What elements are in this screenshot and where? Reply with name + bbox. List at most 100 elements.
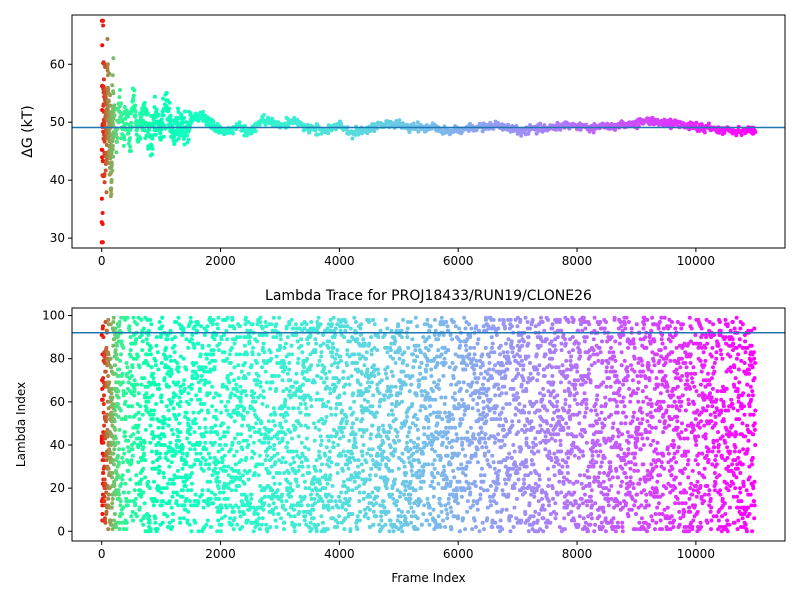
lambda-point — [220, 382, 225, 387]
lambda-point — [161, 471, 166, 475]
lambda-point — [314, 397, 319, 402]
lambda-point — [111, 315, 116, 320]
lambda-point — [268, 525, 273, 529]
lambda-point — [181, 382, 186, 387]
lambda-point — [372, 363, 376, 368]
lambda-point — [340, 417, 345, 422]
lambda-point — [312, 380, 317, 385]
lambda-point — [436, 348, 441, 353]
lambda-point — [208, 479, 213, 484]
lambda-point — [392, 481, 397, 486]
lambda-point — [385, 326, 390, 331]
lambda-point — [356, 464, 360, 469]
lambda-point — [327, 477, 332, 482]
lambda-point — [484, 317, 488, 322]
lambda-point — [190, 481, 194, 486]
lambda-point — [393, 447, 397, 452]
lambda-point — [464, 464, 469, 469]
dg-point — [99, 196, 104, 201]
lambda-point — [251, 395, 256, 400]
lambda-point — [273, 423, 277, 428]
lambda-point — [104, 419, 108, 424]
lambda-point — [226, 425, 231, 430]
lambda-point — [382, 430, 387, 435]
lambda-point — [414, 449, 419, 454]
lambda-point — [476, 337, 481, 342]
lambda-point — [456, 516, 461, 521]
lambda-point — [338, 499, 342, 504]
lambda-point — [327, 464, 332, 469]
lambda-point — [382, 397, 387, 402]
lambda-point — [262, 350, 267, 355]
lambda-point — [369, 352, 374, 357]
lambda-point — [154, 343, 159, 348]
lambda-point — [212, 337, 217, 342]
lambda-point — [153, 516, 158, 521]
lambda-point — [458, 386, 463, 391]
lambda-point — [249, 496, 254, 501]
dg-point — [128, 136, 132, 141]
lambda-point — [138, 436, 143, 441]
lambda-point — [204, 522, 209, 527]
lambda-point — [270, 488, 275, 493]
lambda-point — [178, 516, 182, 521]
lambda-point — [411, 365, 416, 370]
lambda-point — [112, 419, 117, 424]
lambda-point — [350, 451, 355, 456]
lambda-point — [398, 348, 403, 353]
lambda-point — [182, 378, 187, 383]
lambda-point — [342, 335, 347, 340]
lambda-point — [368, 453, 373, 458]
lambda-point — [395, 430, 400, 435]
lambda-point — [273, 460, 278, 465]
lambda-point — [101, 376, 106, 381]
lambda-point — [350, 488, 355, 493]
lambda-point — [283, 365, 288, 370]
lambda-point — [386, 412, 391, 417]
lambda-point — [271, 501, 276, 506]
lambda-point — [369, 432, 373, 437]
lambda-point — [211, 317, 216, 322]
lambda-point — [436, 481, 441, 486]
lambda-point — [483, 345, 488, 350]
lambda-point — [225, 356, 230, 361]
dg-point — [182, 115, 187, 120]
lambda-point — [159, 361, 164, 365]
lambda-point — [471, 356, 476, 361]
lambda-point — [362, 341, 367, 346]
lambda-point — [421, 451, 425, 456]
lambda-point — [216, 486, 221, 491]
lambda-point — [407, 389, 412, 394]
lambda-point — [176, 365, 181, 370]
lambda-point — [286, 471, 291, 475]
lambda-point — [100, 512, 105, 516]
lambda-point — [446, 348, 451, 353]
lambda-point — [320, 462, 324, 467]
lambda-point — [101, 324, 105, 329]
lambda-point — [427, 505, 432, 510]
dg-point — [168, 113, 173, 118]
lambda-point — [141, 326, 146, 331]
dg-point — [111, 154, 116, 159]
lambda-point — [273, 412, 278, 417]
lambda-point — [198, 451, 203, 456]
lambda-point — [416, 436, 421, 441]
lambda-point — [368, 473, 372, 478]
lambda-point — [278, 421, 283, 426]
lambda-point — [278, 333, 283, 337]
lambda-point — [419, 361, 424, 365]
lambda-point — [308, 512, 313, 516]
lambda-point — [106, 317, 111, 322]
lambda-point — [316, 522, 321, 527]
lambda-point — [286, 406, 291, 411]
dg-point — [180, 120, 185, 125]
lambda-point — [318, 322, 323, 327]
dg-point — [153, 132, 158, 137]
lambda-point — [485, 412, 490, 417]
lambda-point — [373, 414, 378, 419]
lambda-point — [292, 460, 297, 465]
lambda-point — [212, 365, 217, 370]
lambda-point — [288, 514, 293, 519]
